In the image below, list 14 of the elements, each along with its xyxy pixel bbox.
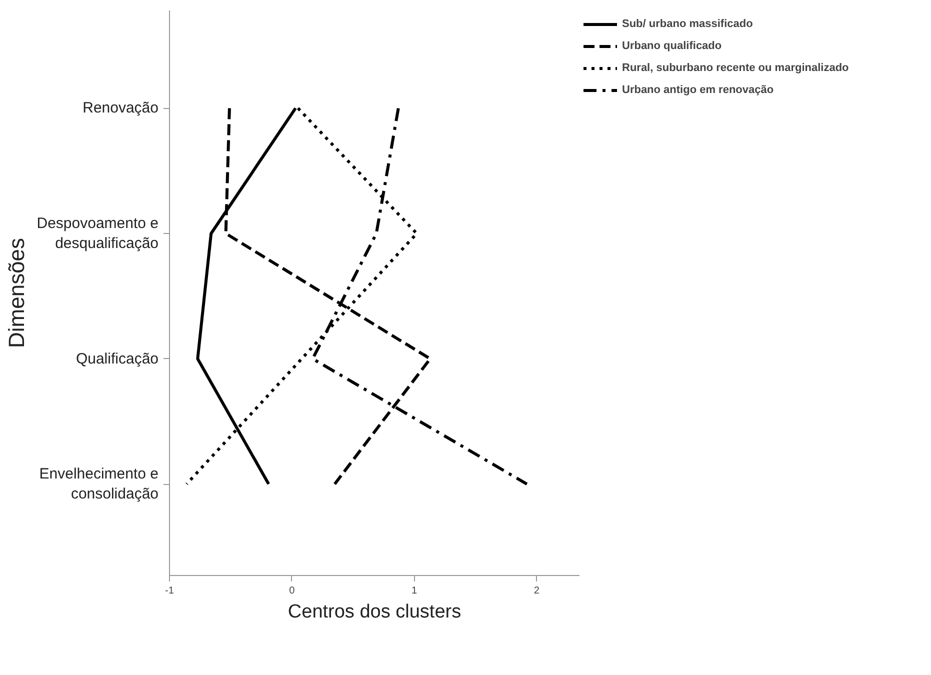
legend-label: Urbano antigo em renovação [622,83,774,98]
y-tick-label: Despovoamento e desqualificação [36,214,159,252]
legend-label: Rural, suburbano recente ou marginalizado [622,61,849,76]
x-tick-label: -1 [165,586,174,596]
y-tick-label: Qualificação [76,350,159,368]
x-tick-label: 2 [534,586,540,596]
legend-label: Urbano qualificado [622,39,722,54]
y-axis-title: Dimensões [4,238,29,348]
legend-label: Sub/ urbano massificado [622,17,753,32]
x-axis-title: Centros dos clusters [288,602,462,622]
y-tick-label: Renovação [82,100,159,117]
y-tick-label: Envelhecimento e consolidação [39,465,159,503]
x-tick-label: 0 [289,586,296,596]
x-tick-label: 1 [411,586,418,596]
